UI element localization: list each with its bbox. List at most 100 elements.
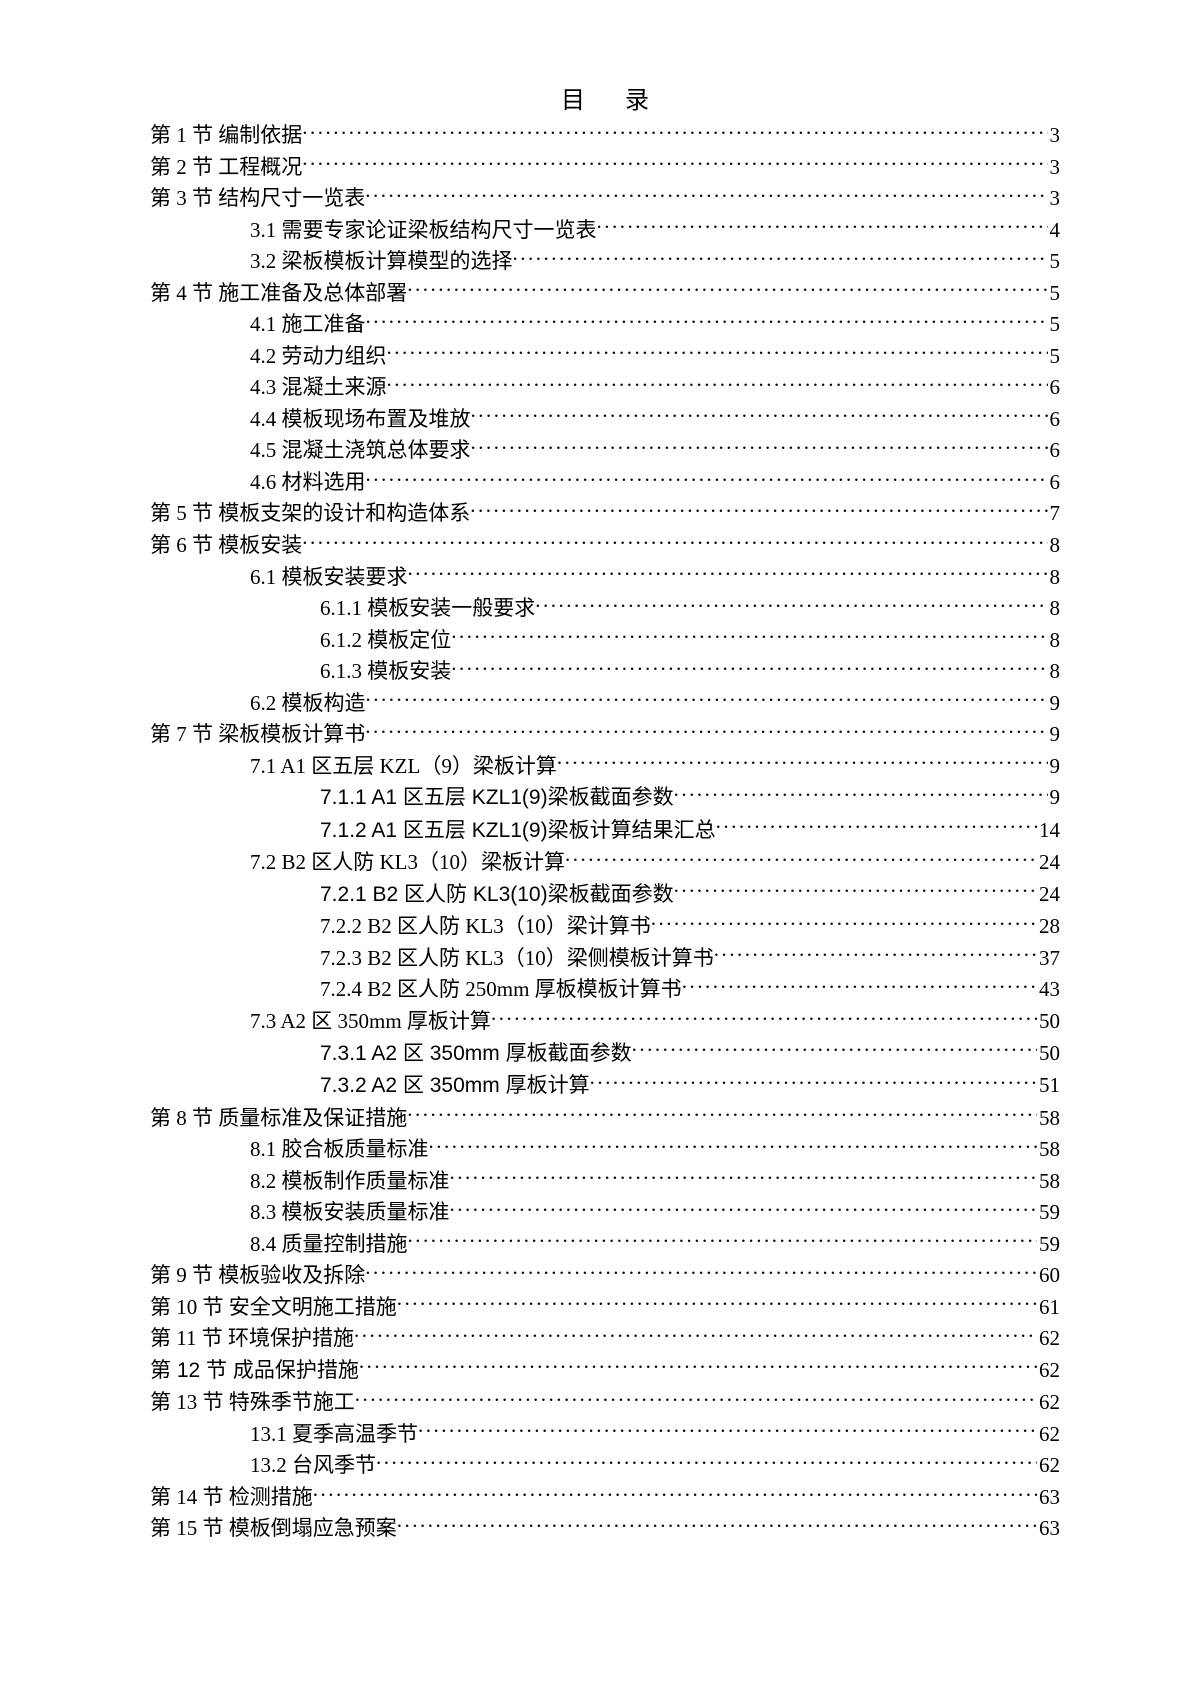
toc-entry-label: 7.3.2 A2 区 350mm 厚板计算 [320, 1071, 590, 1101]
toc-entry-page: 6 [1048, 404, 1061, 434]
toc-entry-label: 第 14 节 检测措施 [150, 1482, 313, 1512]
toc-title-text: 目录 [561, 80, 689, 115]
toc-entry: 8.2 模板制作质量标准 58 [150, 1165, 1060, 1197]
toc-leader [590, 1069, 1037, 1092]
toc-leader [716, 814, 1037, 837]
toc-entry-page: 58 [1037, 1166, 1060, 1196]
toc-entry-label: 7.2.4 B2 区人防 250mm 厚板模板计算书 [320, 974, 682, 1004]
toc-entry-page: 58 [1037, 1134, 1060, 1164]
toc-entry-page: 8 [1048, 656, 1061, 686]
toc-entry-label: 第 8 节 质量标准及保证措施 [150, 1103, 407, 1133]
toc-entry: 第 14 节 检测措施 63 [150, 1481, 1060, 1513]
toc-leader [682, 973, 1037, 996]
toc-entry-page: 62 [1037, 1450, 1060, 1480]
toc-entry-page: 59 [1037, 1229, 1060, 1259]
toc-entry-page: 5 [1048, 278, 1061, 308]
toc-title: 目录 [150, 80, 1060, 115]
toc-entry: 第 2 节 工程概况3 [150, 151, 1060, 183]
toc-entry-page: 37 [1037, 943, 1060, 973]
toc-leader [513, 245, 1048, 268]
toc-entry-page: 8 [1048, 593, 1061, 623]
toc-entry-page: 5 [1048, 309, 1061, 339]
toc-entry-label: 4.6 材料选用 [250, 467, 366, 497]
toc-entry-label: 7.3.1 A2 区 350mm 厚板截面参数 [320, 1039, 632, 1069]
toc-entry-label: 第 3 节 结构尺寸一览表 [150, 183, 365, 213]
toc-leader [366, 466, 1048, 489]
toc-leader [451, 624, 1047, 647]
toc-entry: 第 9 节 模板验收及拆除60 [150, 1259, 1060, 1291]
toc-entry: 第 13 节 特殊季节施工 62 [150, 1386, 1060, 1418]
document-page: 目录 第 1 节 编制依据3第 2 节 工程概况3第 3 节 结构尺寸一览表33… [0, 0, 1200, 1697]
toc-leader [491, 1005, 1037, 1028]
toc-leader [471, 434, 1048, 457]
toc-leader [313, 1481, 1037, 1504]
toc-entry-page: 24 [1037, 847, 1060, 877]
toc-entry-label: 3.2 梁板模板计算模型的选择 [250, 246, 513, 276]
toc-entry-label: 第 7 节 梁板模板计算书 [150, 719, 365, 749]
toc-entry-label: 6.1.3 模板安装 [320, 656, 451, 686]
toc-entry: 第 7 节 梁板模板计算书9 [150, 718, 1060, 750]
toc-entry-label: 7.2 B2 区人防 KL3（10）梁板计算 [250, 847, 565, 877]
toc-entry-page: 62 [1037, 1323, 1060, 1353]
toc-entry-label: 13.2 台风季节 [250, 1450, 376, 1480]
toc-leader [451, 655, 1047, 678]
toc-leader [302, 529, 1047, 552]
toc-entry: 6.1.3 模板安装 8 [150, 655, 1060, 687]
toc-entry-page: 62 [1037, 1387, 1060, 1417]
toc-entry: 3.2 梁板模板计算模型的选择5 [150, 245, 1060, 277]
toc-leader [407, 1101, 1037, 1124]
toc-entry: 第 10 节 安全文明施工措施61 [150, 1291, 1060, 1323]
toc-entry-page: 14 [1037, 815, 1060, 845]
toc-entry: 7.2.3 B2 区人防 KL3（10）梁侧模板计算书37 [150, 942, 1060, 974]
toc-entry-label: 4.1 施工准备 [250, 309, 366, 339]
toc-leader [674, 878, 1037, 901]
toc-entry: 7.2.2 B2 区人防 KL3（10）梁计算书28 [150, 910, 1060, 942]
toc-entry: 第 5 节 模板支架的设计和构造体系7 [150, 497, 1060, 529]
toc-entry-label: 第 5 节 模板支架的设计和构造体系 [150, 498, 470, 528]
toc-leader [632, 1036, 1037, 1059]
toc-entry-label: 第 12 节 成品保护措施 [150, 1356, 359, 1386]
toc-leader [365, 718, 1047, 741]
toc-entry-page: 43 [1037, 974, 1060, 1004]
toc-entry-page: 3 [1048, 152, 1061, 182]
toc-entry-label: 7.3 A2 区 350mm 厚板计算 [250, 1006, 491, 1036]
toc-entry-page: 8 [1048, 625, 1061, 655]
toc-entry-label: 第 9 节 模板验收及拆除 [150, 1260, 365, 1290]
toc-leader [450, 1165, 1038, 1188]
toc-entry: 第 15 节 模板倒塌应急预案 63 [150, 1512, 1060, 1544]
toc-entry-label: 第 15 节 模板倒塌应急预案 [150, 1513, 397, 1543]
toc-entry-label: 8.2 模板制作质量标准 [250, 1166, 450, 1196]
toc-entry: 13.2 台风季节 62 [150, 1449, 1060, 1481]
toc-entry-page: 59 [1037, 1197, 1060, 1227]
toc-entry-page: 62 [1037, 1355, 1060, 1385]
toc-entry-page: 62 [1037, 1419, 1060, 1449]
toc-entry-page: 63 [1037, 1482, 1060, 1512]
toc-leader [470, 497, 1047, 520]
toc-entry: 6.1.2 模板定位 8 [150, 624, 1060, 656]
toc-entry-label: 7.1.2 A1 区五层 KZL1(9)梁板计算结果汇总 [320, 816, 716, 846]
toc-entry: 7.2.1 B2 区人防 KL3(10)梁板截面参数24 [150, 878, 1060, 911]
toc-entry-page: 3 [1048, 120, 1061, 150]
toc-entry-page: 63 [1037, 1513, 1060, 1543]
toc-leader [407, 277, 1047, 300]
toc-entry: 第 12 节 成品保护措施 62 [150, 1354, 1060, 1387]
toc-entry: 第 11 节 环境保护措施62 [150, 1322, 1060, 1354]
toc-entry: 7.3 A2 区 350mm 厚板计算50 [150, 1005, 1060, 1037]
toc-entry: 8.1 胶合板质量标准58 [150, 1133, 1060, 1165]
toc-entry-page: 28 [1037, 911, 1060, 941]
toc-entry: 3.1 需要专家论证梁板结构尺寸一览表4 [150, 214, 1060, 246]
toc-entry: 7.1.1 A1 区五层 KZL1(9)梁板截面参数9 [150, 781, 1060, 814]
toc-leader [408, 560, 1048, 583]
toc-entry: 4.5 混凝土浇筑总体要求6 [150, 434, 1060, 466]
toc-leader [450, 1196, 1038, 1219]
toc-entry-label: 13.1 夏季高温季节 [250, 1419, 418, 1449]
toc-leader [376, 1449, 1037, 1472]
toc-leader [651, 910, 1037, 933]
toc-entry-label: 第 13 节 特殊季节施工 [150, 1387, 355, 1417]
toc-entry-label: 6.1.2 模板定位 [320, 625, 451, 655]
toc-entry-label: 7.1 A1 区五层 KZL（9）梁板计算 [250, 751, 557, 781]
toc-leader [365, 1259, 1037, 1282]
toc-entry: 第 1 节 编制依据3 [150, 119, 1060, 151]
toc-entry-label: 4.4 模板现场布置及堆放 [250, 404, 471, 434]
toc-entry: 13.1 夏季高温季节 62 [150, 1418, 1060, 1450]
